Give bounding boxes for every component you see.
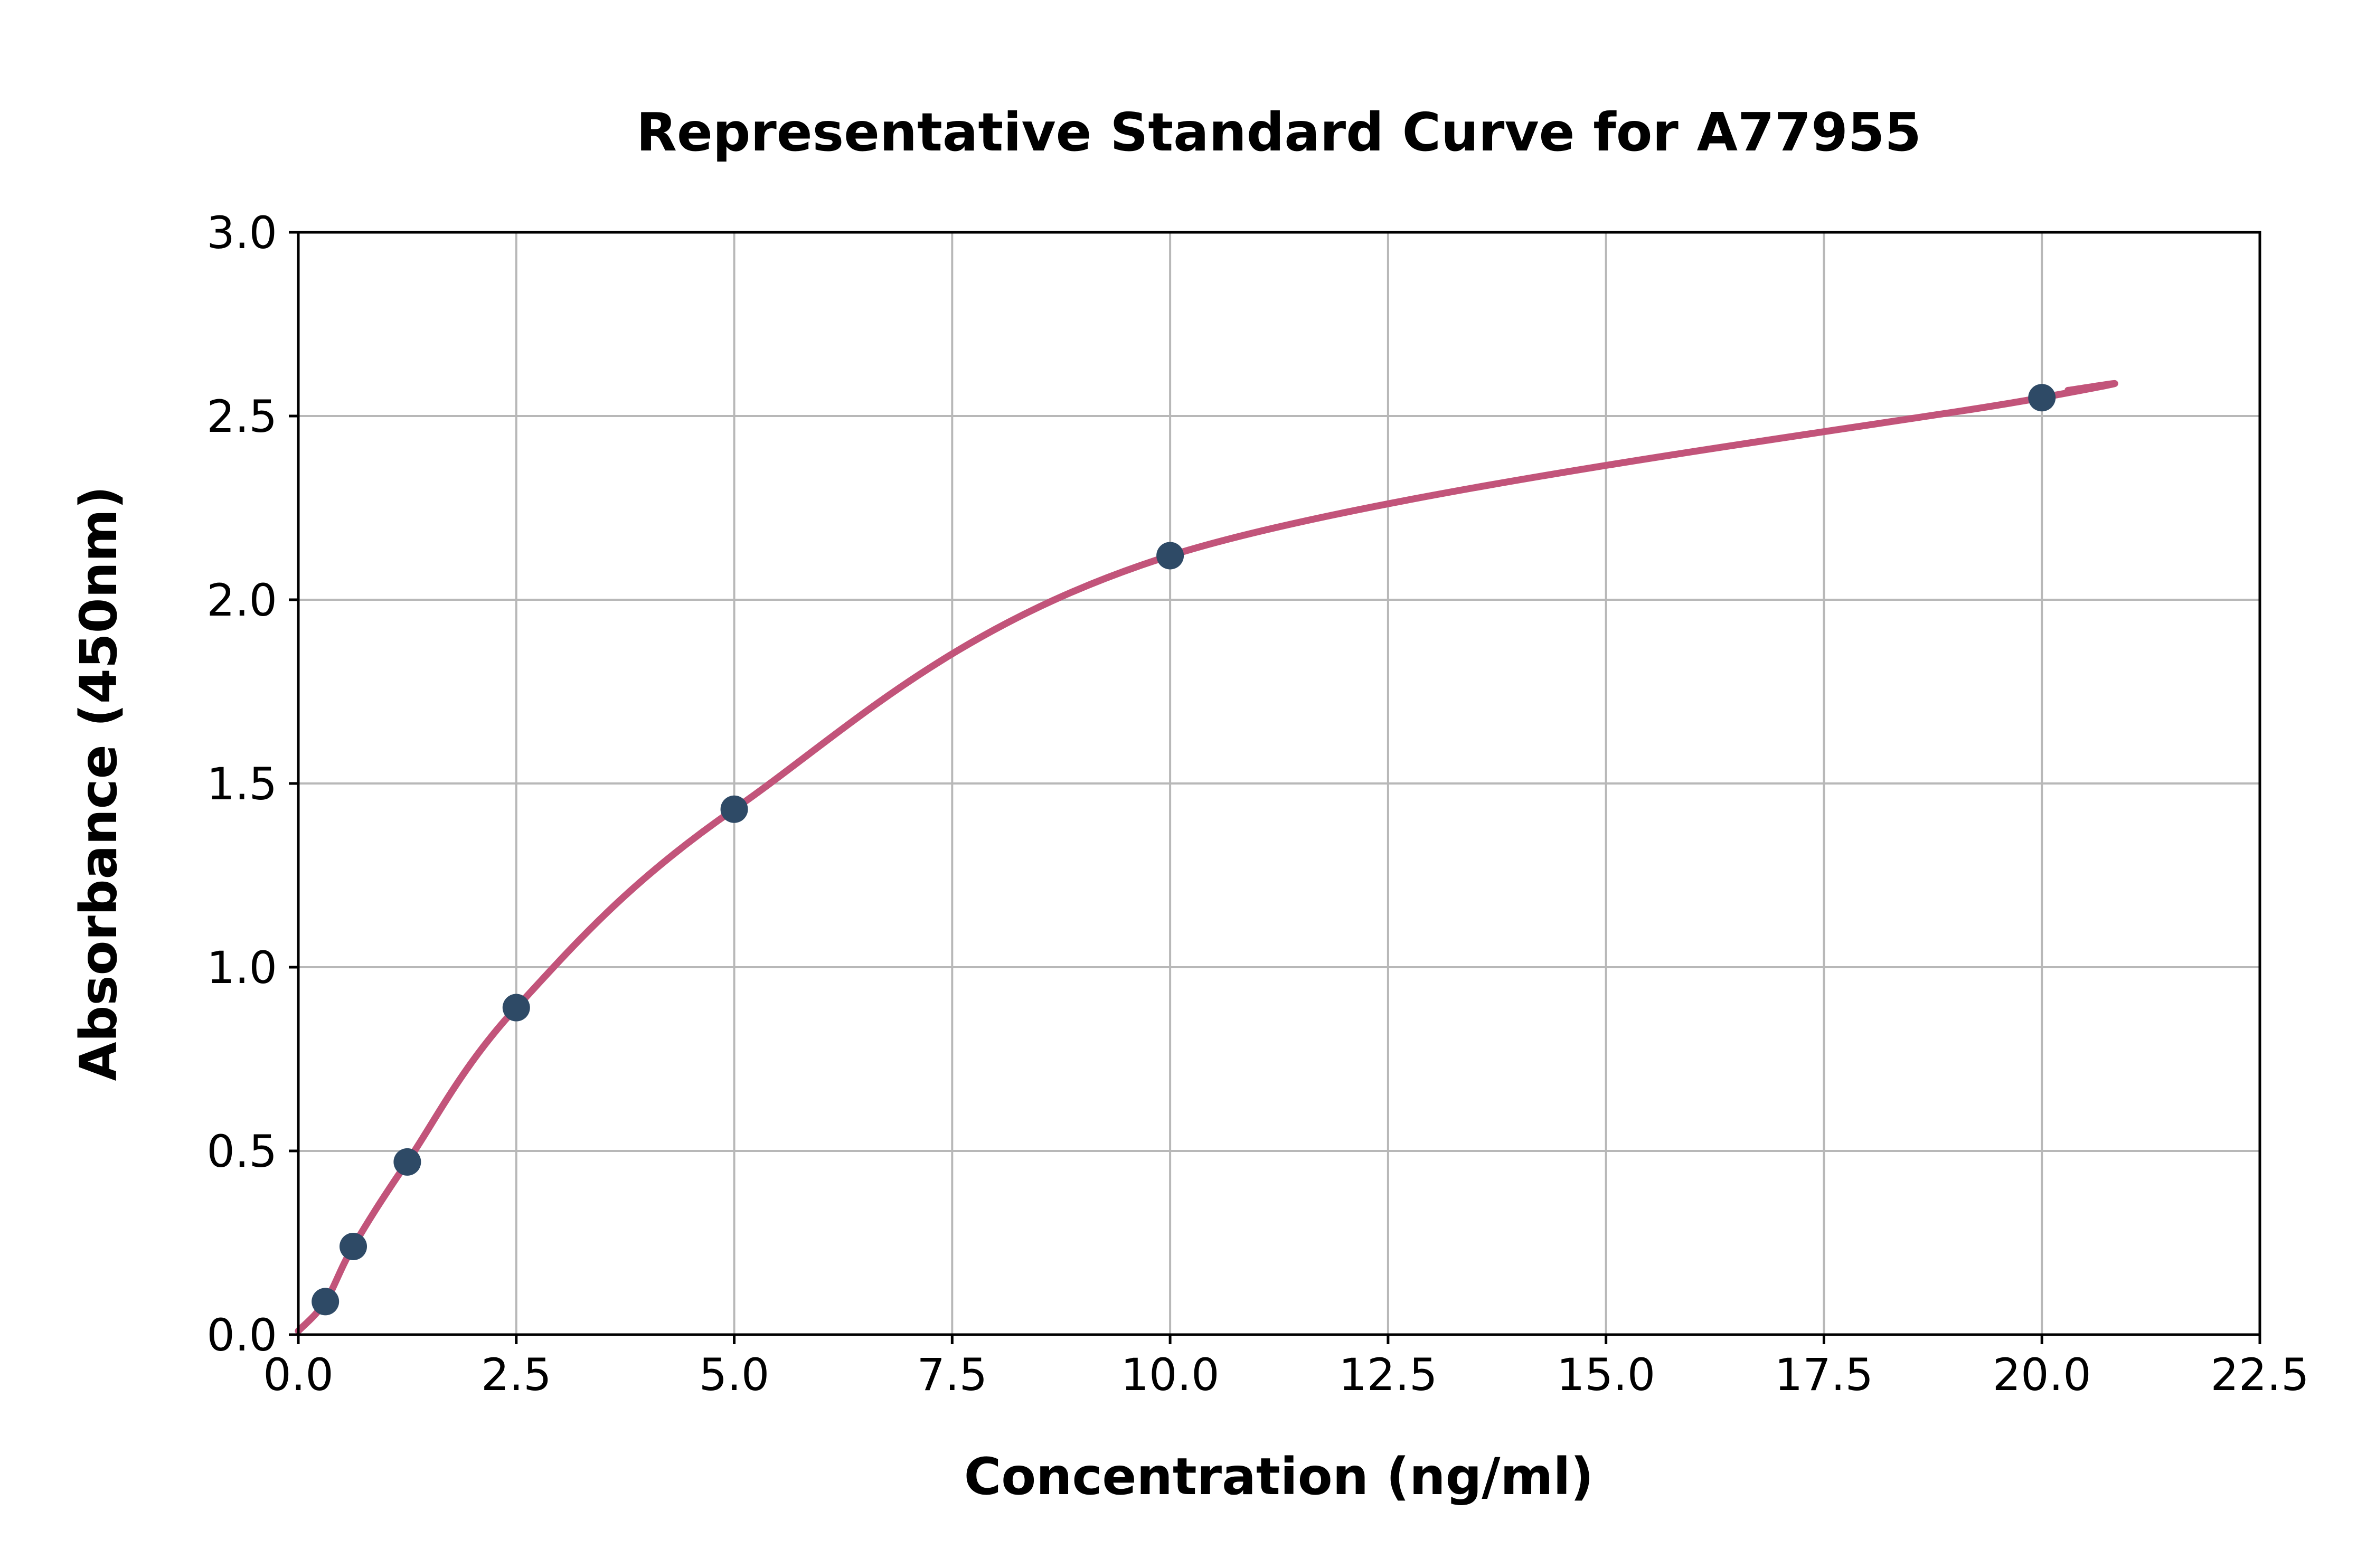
y-tick-label: 0.0 [206,1309,277,1361]
y-tick-label: 2.5 [206,391,277,442]
x-tick-label: 2.5 [481,1349,552,1401]
grid-layer [297,231,2261,1336]
y-tick-label: 1.0 [206,942,277,994]
y-tick-label: 1.5 [206,758,277,810]
data-point [2028,384,2056,412]
x-tick-label: 0.0 [263,1349,334,1401]
y-tick-label: 2.0 [206,574,277,626]
x-tick-label: 22.5 [2210,1349,2309,1401]
y-axis-label: Absorbance (450nm) [69,486,128,1081]
y-tick-label: 3.0 [206,207,277,259]
data-point [340,1232,367,1260]
data-point-layer [312,384,2056,1316]
x-tick-label: 15.0 [1557,1349,1655,1401]
x-axis-label: Concentration (ng/ml) [964,1447,1594,1506]
data-point [502,994,530,1022]
x-tick-label: 12.5 [1338,1349,1437,1401]
axis-layer: 0.0 2.5 5.0 7.5 10.0 12.5 15.0 17.5 20.0 22.5 0.0 0… [206,207,2309,1401]
data-point [312,1288,340,1316]
y-tick-label: 0.5 [206,1126,277,1177]
x-tick-label: 10.0 [1121,1349,1220,1401]
x-tick-label: 5.0 [699,1349,770,1401]
x-tick-label: 20.0 [1993,1349,2091,1401]
x-tick-label: 17.5 [1775,1349,1873,1401]
chart-title: Representative Standard Curve for A77955 [636,101,1921,163]
fit-curve [295,380,2118,1335]
data-point [393,1148,421,1176]
x-tick-label: 7.5 [917,1349,988,1401]
data-point [1156,542,1184,570]
fit-curve-layer [295,380,2118,1335]
data-point [720,795,748,823]
